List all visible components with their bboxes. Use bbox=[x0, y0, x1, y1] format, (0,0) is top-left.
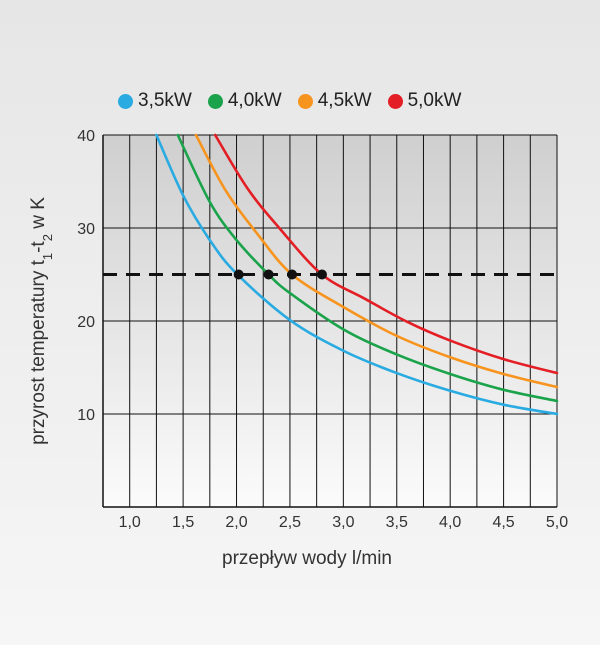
legend-dot-3-5kw bbox=[118, 93, 133, 109]
x-tick-label: 4,5 bbox=[492, 514, 514, 531]
x-tick-label: 1,5 bbox=[172, 514, 194, 531]
series-line-1 bbox=[176, 133, 559, 403]
marker-point-3 bbox=[316, 269, 327, 280]
y-tick-labels: 10 20 30 40 bbox=[77, 128, 95, 424]
marker-point-2 bbox=[287, 269, 298, 280]
x-tick-label: 2,0 bbox=[225, 514, 247, 531]
y-tick-label: 10 bbox=[77, 407, 95, 424]
markers bbox=[233, 269, 327, 280]
legend-item-3-5kw: 3,5kW bbox=[118, 90, 192, 112]
x-tick-label: 4,0 bbox=[439, 514, 461, 531]
x-tick-label: 3,0 bbox=[332, 514, 354, 531]
x-axis-label-wrap: przepływ wody l/min bbox=[0, 548, 600, 570]
x-tick-label: 5,0 bbox=[546, 514, 568, 531]
series-line-2 bbox=[194, 133, 559, 389]
y-tick-label: 40 bbox=[77, 128, 95, 145]
x-tick-label: 3,5 bbox=[386, 514, 408, 531]
x-tick-label: 2,5 bbox=[279, 514, 301, 531]
marker-point-1 bbox=[263, 269, 274, 280]
legend-label-4-5kw: 4,5kW bbox=[317, 90, 372, 111]
legend-label-5-0kw: 5,0kW bbox=[407, 90, 462, 111]
x-axis-label: przepływ wody l/min bbox=[222, 548, 392, 569]
legend-dot-5-0kw bbox=[387, 93, 403, 109]
legend: 3,5kW 4,0kW 4,5kW 5,0kW bbox=[118, 90, 461, 112]
legend-label-4-0kw: 4,0kW bbox=[227, 90, 282, 111]
x-tick-label: 1,0 bbox=[119, 514, 141, 531]
legend-item-4-0kw: 4,0kW bbox=[207, 90, 282, 112]
axes bbox=[102, 135, 557, 508]
series-line-3 bbox=[213, 133, 559, 375]
series-line-0 bbox=[155, 133, 559, 416]
legend-item-5-0kw: 5,0kW bbox=[387, 90, 462, 112]
legend-dot-4-5kw bbox=[297, 93, 313, 109]
y-axis-label: przyrost temperatury t1-t2 w K bbox=[28, 197, 55, 445]
legend-item-4-5kw: 4,5kW bbox=[297, 90, 372, 112]
x-tick-labels: 1,0 1,5 2,0 2,5 3,0 3,5 4,0 4,5 5,0 bbox=[119, 514, 569, 531]
y-tick-label: 20 bbox=[77, 314, 95, 331]
marker-point-0 bbox=[233, 269, 244, 280]
legend-dot-4-0kw bbox=[207, 93, 223, 109]
y-tick-label: 30 bbox=[77, 221, 95, 238]
series-lines bbox=[155, 133, 559, 416]
legend-label-3-5kw: 3,5kW bbox=[138, 90, 192, 111]
